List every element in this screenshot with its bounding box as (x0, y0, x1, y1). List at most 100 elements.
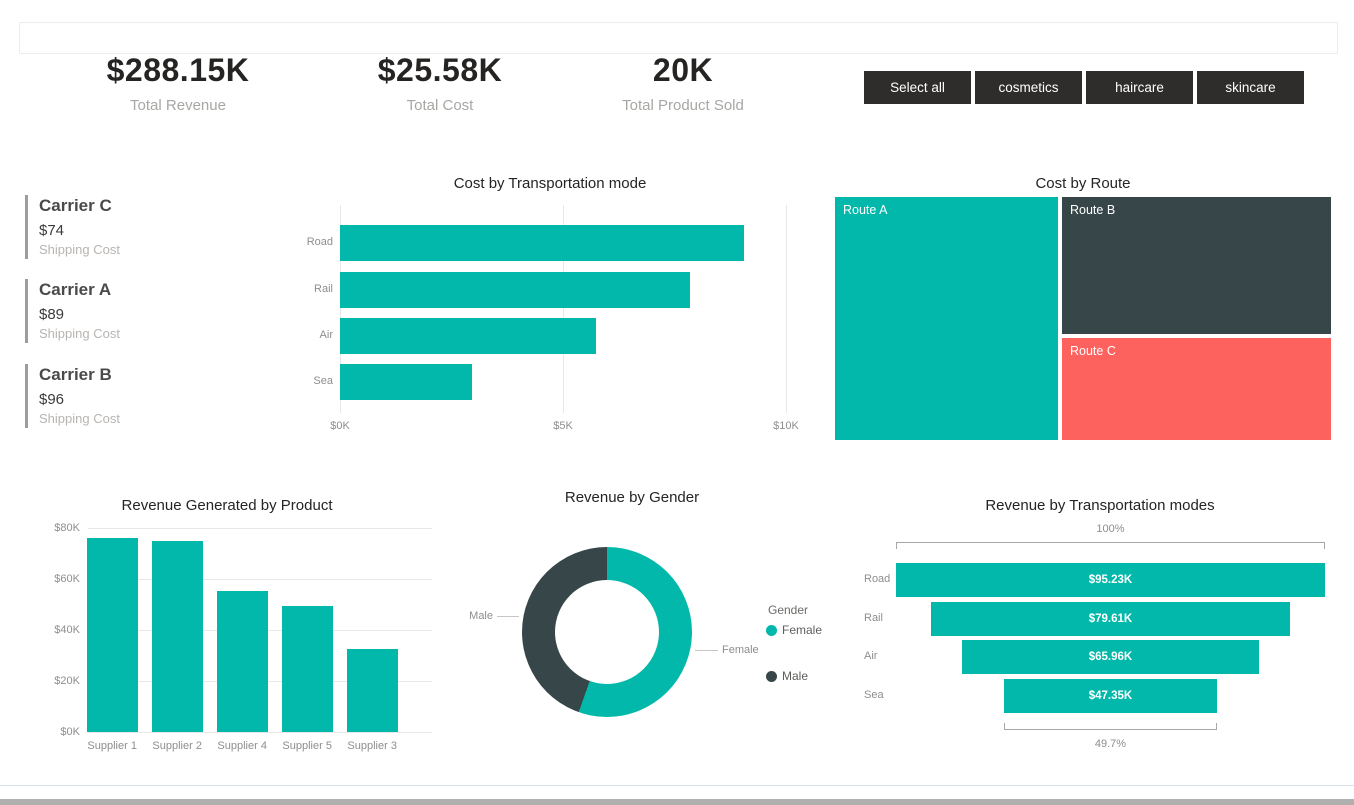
slicer-button-skincare[interactable]: skincare (1197, 71, 1304, 104)
funnel-bar-rail[interactable]: $79.61K (931, 601, 1290, 636)
treemap-tile-label: Route A (843, 203, 888, 217)
bar-supplier-5[interactable] (281, 605, 333, 732)
chart-title: Revenue Generated by Product (121, 497, 333, 514)
gridline (340, 205, 341, 413)
kpi-label: Total Cost (406, 97, 474, 114)
x-tick-label: $5K (553, 420, 573, 432)
category-label: Supplier 5 (282, 740, 332, 752)
category-label: Sea (864, 689, 884, 701)
carrier-label: Shipping Cost (39, 411, 120, 426)
kpi-label: Total Revenue (130, 97, 226, 114)
kpi-value: $288.15K (106, 52, 250, 88)
bar-air[interactable] (340, 317, 596, 354)
bar-rail[interactable] (340, 271, 690, 308)
kpi-total-product-sold: 20K Total Product Sold (573, 52, 793, 114)
category-label: Supplier 4 (217, 740, 267, 752)
bar-supplier-2[interactable] (151, 541, 203, 732)
bottom-bracket (1003, 723, 1218, 730)
carrier-name: Carrier C (39, 196, 112, 215)
y-tick-label: $20K (54, 675, 80, 687)
carrier-value: $96 (39, 391, 65, 408)
y-tick-label: $80K (54, 522, 80, 534)
funnel-value-label: $47.35K (1088, 690, 1133, 702)
legend-item-male[interactable]: Male (766, 669, 808, 683)
legend-item-female[interactable]: Female (766, 623, 822, 637)
kpi-label: Total Product Sold (622, 97, 744, 114)
category-label: Road (864, 573, 891, 585)
slicer-button-select-all[interactable]: Select all (864, 71, 971, 104)
category-label: Rail (314, 282, 333, 295)
category-label: Rail (864, 611, 883, 624)
funnel-bar-sea[interactable]: $47.35K (1003, 679, 1218, 713)
funnel-value-label: $79.61K (1088, 612, 1133, 625)
slicer-button-cosmetics[interactable]: cosmetics (975, 71, 1082, 104)
treemap-tile-label: Route C (1070, 344, 1116, 358)
card-accent-bar (25, 364, 28, 428)
treemap-tile-route-c[interactable]: Route C (1062, 338, 1331, 440)
x-tick-label: $10K (773, 420, 799, 432)
carrier-name: Carrier B (39, 365, 112, 384)
chart-title: Cost by Transportation mode (453, 175, 647, 192)
gridline (786, 205, 787, 413)
legend-dot (766, 670, 777, 682)
kpi-total-cost: $25.58K Total Cost (330, 52, 550, 114)
bar-supplier-1[interactable] (86, 537, 138, 732)
chart-cost-by-transportation-mode: Cost by Transportation mode $0K $5K $10K Ro… (300, 170, 800, 445)
card-carrier-b: Carrier B $96 Shipping Cost (25, 364, 255, 428)
legend-dot (766, 624, 777, 636)
chart-revenue-by-product: Revenue Generated by Product $0K $20K $40K… (20, 490, 434, 765)
horizontal-scrollbar[interactable] (0, 799, 1354, 805)
carrier-value: $89 (39, 306, 65, 323)
bar-supplier-3[interactable] (346, 649, 398, 732)
treemap-tile-route-b[interactable]: Route B (1062, 197, 1331, 334)
gridline (88, 528, 432, 529)
kpi-value: 20K (652, 52, 714, 88)
product-type-slicer: Select all cosmetics haircare skincare (864, 71, 1304, 104)
funnel-bar-road[interactable]: $95.23K (896, 563, 1325, 597)
category-label: Supplier 3 (347, 740, 397, 752)
card-accent-bar (25, 195, 28, 259)
y-tick-label: $0K (60, 726, 80, 738)
treemap-tile-route-a[interactable]: Route A (835, 197, 1058, 440)
bar-sea[interactable] (340, 364, 473, 400)
legend-title: Gender (768, 603, 809, 617)
callout-line (497, 616, 519, 617)
legend-label: Female (782, 623, 823, 637)
funnel-value-label: $95.23K (1088, 574, 1133, 586)
chart-title: Cost by Route (1035, 175, 1131, 192)
bar-road[interactable] (340, 225, 744, 261)
y-tick-label: $40K (54, 624, 80, 636)
treemap-tile-label: Route B (1070, 203, 1116, 217)
top-percent-label: 100% (1096, 523, 1125, 535)
carrier-name: Carrier A (39, 280, 112, 299)
category-label: Sea (313, 375, 333, 387)
callout-line (695, 650, 718, 651)
card-carrier-a: Carrier A $89 Shipping Cost (25, 279, 255, 343)
filter-bar[interactable] (19, 22, 1338, 54)
slicer-button-haircare[interactable]: haircare (1086, 71, 1193, 104)
gridline (88, 732, 432, 733)
chart-cost-by-route: Cost by Route Route A Route B Route C (835, 170, 1331, 443)
kpi-total-revenue: $288.15K Total Revenue (68, 52, 288, 114)
slice-label-male: Male (469, 610, 493, 622)
top-bracket (896, 542, 1325, 549)
card-carrier-c: Carrier C $74 Shipping Cost (25, 195, 255, 259)
chart-revenue-by-transportation-modes: Revenue by Transportation modes 100% $95.… (860, 485, 1340, 775)
funnel-value-label: $65.96K (1088, 651, 1133, 664)
carrier-label: Shipping Cost (39, 326, 120, 341)
y-tick-label: $60K (54, 573, 80, 585)
donut-hole (555, 580, 659, 684)
legend-label: Male (782, 669, 809, 683)
gridline (88, 579, 432, 580)
kpi-value: $25.58K (377, 52, 503, 88)
x-tick-label: $0K (330, 420, 350, 432)
bar-supplier-4[interactable] (216, 591, 268, 732)
chart-revenue-by-gender: Revenue by Gender Male Female Gender Female… (432, 485, 832, 770)
carrier-label: Shipping Cost (39, 242, 120, 257)
slice-label-female: Female (722, 644, 759, 656)
category-label: Road (306, 236, 333, 248)
category-label: Air (864, 650, 878, 663)
page-bottom-divider (0, 785, 1354, 786)
funnel-bar-air[interactable]: $65.96K (961, 640, 1260, 675)
